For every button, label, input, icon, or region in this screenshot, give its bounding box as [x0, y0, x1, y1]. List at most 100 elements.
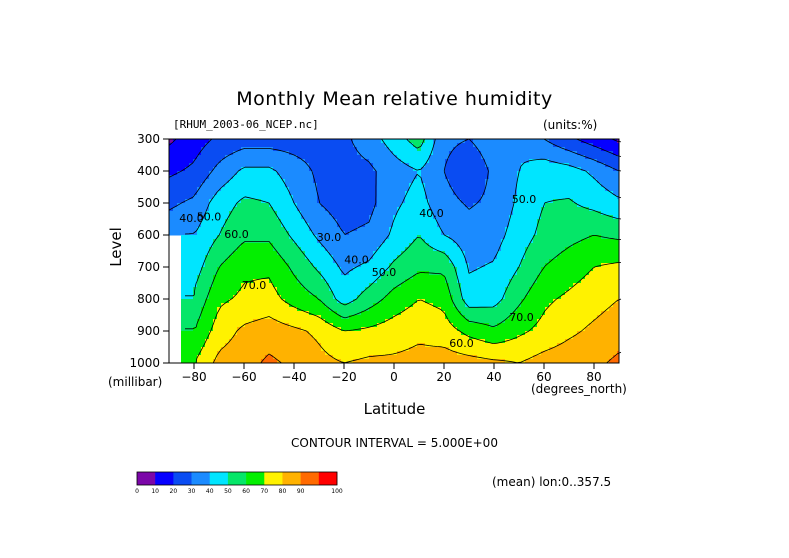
- heatmap-cell: [353, 167, 358, 172]
- heatmap-cell: [569, 167, 574, 172]
- heatmap-cell: [193, 151, 198, 156]
- heatmap-cell: [361, 291, 366, 296]
- heatmap-cell: [485, 211, 490, 216]
- heatmap-cell: [485, 315, 490, 320]
- heatmap-cell: [209, 267, 214, 272]
- heatmap-cell: [377, 171, 382, 176]
- heatmap-cell: [261, 247, 266, 252]
- heatmap-cell: [325, 235, 330, 240]
- heatmap-cell: [513, 211, 518, 216]
- heatmap-cell: [217, 199, 222, 204]
- heatmap-cell: [509, 151, 514, 156]
- heatmap-cell: [253, 147, 258, 152]
- heatmap-cell: [285, 239, 290, 244]
- heatmap-cell: [197, 171, 202, 176]
- heatmap-cell: [377, 211, 382, 216]
- heatmap-cell: [529, 311, 534, 316]
- heatmap-cell: [325, 271, 330, 276]
- heatmap-cell: [537, 275, 542, 280]
- heatmap-cell: [593, 191, 598, 196]
- heatmap-cell: [213, 191, 218, 196]
- heatmap-cell: [241, 191, 246, 196]
- heatmap-cell: [569, 207, 574, 212]
- heatmap-cell: [265, 295, 270, 300]
- heatmap-cell: [269, 287, 274, 292]
- heatmap-cell: [513, 287, 518, 292]
- heatmap-cell: [249, 275, 254, 280]
- heatmap-cell: [353, 275, 358, 280]
- heatmap-cell: [201, 299, 206, 304]
- heatmap-cell: [505, 207, 510, 212]
- heatmap-cell: [345, 243, 350, 248]
- heatmap-cell: [597, 155, 602, 160]
- heatmap-cell: [365, 227, 370, 232]
- heatmap-cell: [193, 295, 198, 300]
- heatmap-cell: [277, 219, 282, 224]
- heatmap-cell: [421, 271, 426, 276]
- heatmap-cell: [301, 263, 306, 268]
- heatmap-cell: [581, 239, 586, 244]
- heatmap-cell: [293, 251, 298, 256]
- heatmap-cell: [433, 251, 438, 256]
- heatmap-cell: [321, 255, 326, 260]
- heatmap-cell: [181, 159, 186, 164]
- heatmap-cell: [305, 163, 310, 168]
- heatmap-cell: [449, 207, 454, 212]
- heatmap-cell: [233, 243, 238, 248]
- heatmap-cell: [329, 207, 334, 212]
- heatmap-cell: [497, 231, 502, 236]
- heatmap-cell: [465, 239, 470, 244]
- heatmap-cell: [317, 163, 322, 168]
- heatmap-cell: [337, 315, 342, 320]
- heatmap-cell: [197, 299, 202, 304]
- heatmap-cell: [393, 171, 398, 176]
- heatmap-cell: [237, 151, 242, 156]
- heatmap-cell: [461, 235, 466, 240]
- heatmap-cell: [249, 199, 254, 204]
- heatmap-cell: [525, 207, 530, 212]
- heatmap-cell: [501, 259, 506, 264]
- heatmap-cell: [357, 243, 362, 248]
- heatmap-cell: [357, 239, 362, 244]
- heatmap-cell: [581, 247, 586, 252]
- heatmap-cell: [589, 223, 594, 228]
- heatmap-cell: [257, 235, 262, 240]
- heatmap-cell: [593, 243, 598, 248]
- heatmap-cell: [305, 183, 310, 188]
- heatmap-cell: [317, 251, 322, 256]
- heatmap-cell: [181, 207, 186, 212]
- heatmap-cell: [557, 287, 562, 292]
- heatmap-cell: [349, 235, 354, 240]
- heatmap-cell: [297, 283, 302, 288]
- heatmap-cell: [477, 251, 482, 256]
- heatmap-cell: [589, 271, 594, 276]
- heatmap-cell: [281, 215, 286, 220]
- heatmap-cell: [437, 295, 442, 300]
- heatmap-cell: [389, 159, 394, 164]
- heatmap-cell: [401, 195, 406, 200]
- heatmap-cell: [329, 315, 334, 320]
- heatmap-cell: [409, 311, 414, 316]
- heatmap-cell: [481, 215, 486, 220]
- heatmap-cell: [485, 219, 490, 224]
- heatmap-cell: [277, 179, 282, 184]
- heatmap-cell: [541, 143, 546, 148]
- heatmap-cell: [385, 283, 390, 288]
- heatmap-cell: [585, 159, 590, 164]
- heatmap-cell: [349, 183, 354, 188]
- heatmap-cell: [297, 299, 302, 304]
- heatmap-cell: [489, 235, 494, 240]
- heatmap-cell: [569, 183, 574, 188]
- heatmap-cell: [573, 143, 578, 148]
- heatmap-cell: [565, 227, 570, 232]
- heatmap-cell: [413, 315, 418, 320]
- heatmap-cell: [453, 263, 458, 268]
- heatmap-cell: [281, 231, 286, 236]
- heatmap-cell: [417, 291, 422, 296]
- heatmap-cell: [365, 231, 370, 236]
- heatmap-cell: [405, 283, 410, 288]
- heatmap-cell: [353, 187, 358, 192]
- heatmap-cell: [333, 139, 338, 144]
- heatmap-cell: [329, 203, 334, 208]
- heatmap-cell: [337, 151, 342, 156]
